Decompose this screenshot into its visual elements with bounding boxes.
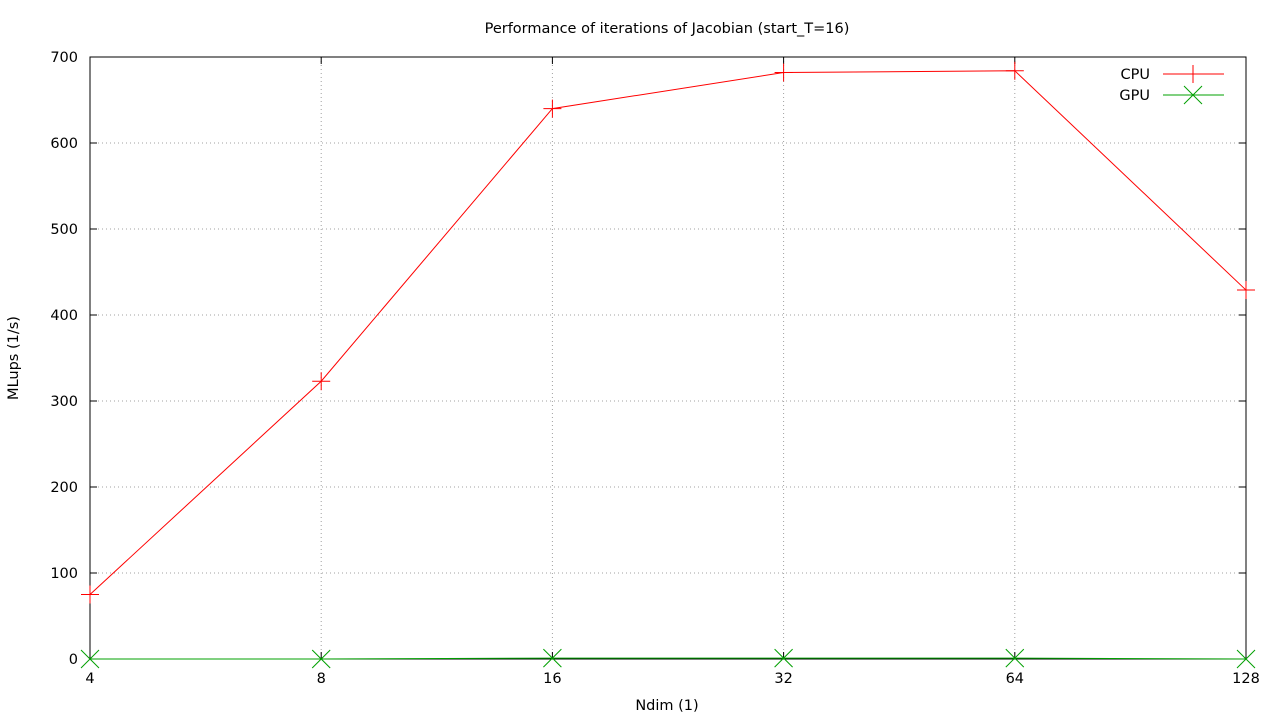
grid	[90, 57, 1246, 659]
chart-title: Performance of iterations of Jacobian (s…	[485, 21, 850, 37]
y-tick-label: 200	[50, 480, 78, 496]
y-tick-label: 400	[50, 308, 78, 324]
y-tick-label: 100	[50, 566, 78, 582]
y-tick-label: 600	[50, 136, 78, 152]
cpu-data-point	[81, 585, 99, 604]
gpu-series-line	[90, 657, 1247, 660]
cpu-series-line	[89, 70, 1247, 595]
series-layer	[80, 61, 1256, 669]
legend-label-gpu: GPU	[1119, 88, 1150, 104]
cpu-data-point	[1237, 281, 1255, 300]
gpu-data-point	[1236, 649, 1256, 669]
legend-label-cpu: CPU	[1121, 67, 1150, 83]
legend-marker-gpu	[1183, 85, 1203, 105]
x-tick-label: 4	[85, 671, 94, 687]
gpu-data-point	[311, 649, 331, 669]
cpu-data-point	[774, 63, 793, 82]
y-axis-label: MLups (1/s)	[6, 316, 22, 400]
x-axis-label: Ndim (1)	[635, 698, 698, 714]
x-tick-label: 64	[1006, 671, 1024, 687]
x-tick-label: 16	[543, 671, 561, 687]
gpu-data-point	[80, 649, 100, 669]
x-tick-label: 8	[317, 671, 326, 687]
axes: 4 8 16 32 64 128 0 100 200 300 400 500 600 700	[50, 50, 1260, 687]
gpu-data-point	[774, 648, 793, 668]
cpu-data-point	[543, 99, 562, 118]
cpu-data-point	[1005, 61, 1024, 80]
y-tick-label: 300	[50, 394, 78, 410]
legend: CPU GPU	[1119, 65, 1224, 105]
cpu-data-point	[312, 372, 331, 391]
plot-frame	[89, 56, 1247, 660]
gpu-data-point	[543, 648, 562, 668]
y-tick-label: 0	[69, 652, 78, 668]
y-tick-label: 700	[50, 50, 78, 66]
y-tick-label: 500	[50, 222, 78, 238]
x-tick-label: 128	[1232, 671, 1260, 687]
x-tick-label: 32	[774, 671, 792, 687]
gpu-data-point	[1005, 648, 1025, 668]
legend-marker-cpu	[1184, 65, 1202, 83]
